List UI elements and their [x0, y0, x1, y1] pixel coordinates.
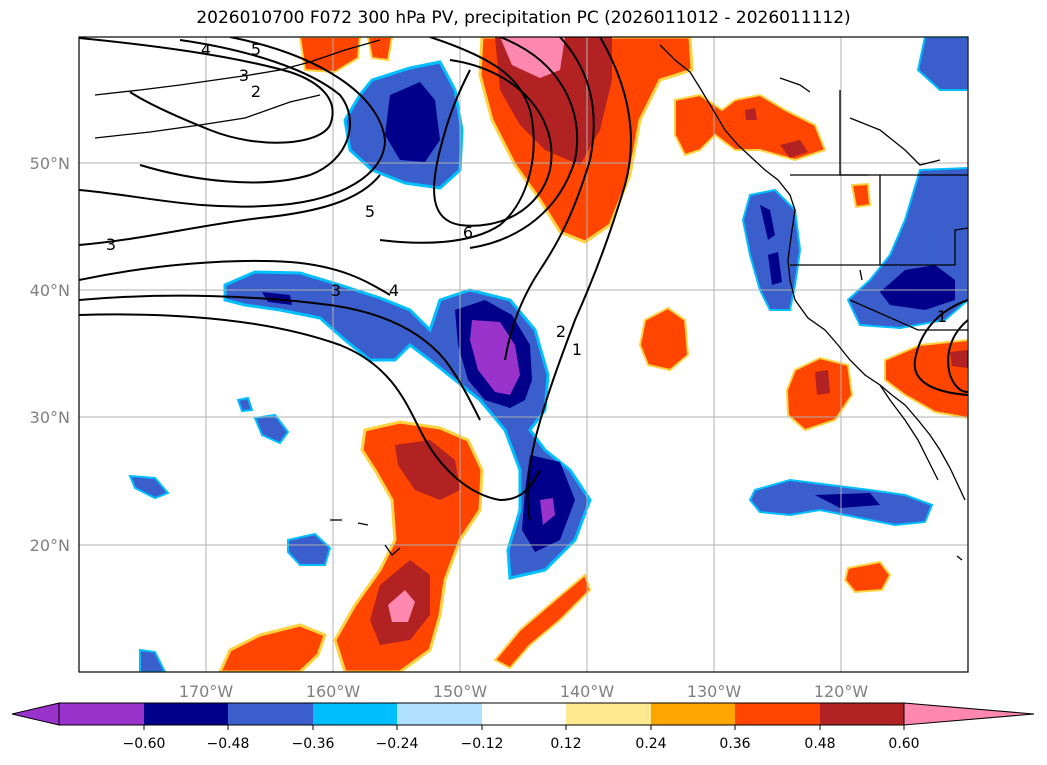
colorbar-tick-label: 0.24: [635, 736, 666, 752]
colorbar-segment: [651, 703, 735, 725]
map-frame: [78, 36, 969, 673]
colorbar-tick-label: 0.60: [888, 736, 919, 752]
map-title: 2026010700 F072 300 hPa PV, precipitatio…: [196, 8, 851, 28]
gridlines: [79, 37, 968, 672]
colorbar-segment: [59, 703, 144, 725]
contour-label: 3: [239, 66, 249, 85]
colorbar-tick-label: −0.48: [207, 736, 250, 752]
colorbar-segment: [397, 703, 482, 725]
colorbar-tick-label: 0.36: [719, 736, 750, 752]
lon-label-160w: 160°W: [306, 682, 361, 701]
precip-shading: [128, 37, 968, 672]
colorbar-extend-left: [11, 702, 60, 726]
lat-label-50n: 50°N: [30, 154, 70, 173]
pv-contours: [79, 37, 968, 521]
colorbar-segment: [228, 703, 313, 725]
colorbar-segment: [482, 703, 566, 725]
lat-label-20n: 20°N: [30, 536, 70, 555]
contour-label: 1: [572, 340, 582, 359]
colorbar: −0.60 −0.48 −0.36 −0.24 −0.12 0.12 0.24 …: [11, 702, 1035, 752]
colorbar-segment: [735, 703, 820, 725]
lon-label-130w: 130°W: [687, 682, 742, 701]
colorbar-tick-label: −0.60: [123, 736, 166, 752]
lat-label-30n: 30°N: [30, 408, 70, 427]
colorbar-segment: [566, 703, 651, 725]
contour-label: 3: [106, 235, 116, 254]
lon-label-150w: 150°W: [433, 682, 488, 701]
colorbar-tick-label: 0.12: [550, 736, 581, 752]
contour-labels: 4 5 3 2 5 6 3 3 4 2 1 1: [106, 40, 947, 359]
contour-label: 5: [251, 40, 261, 59]
contour-label: 3: [331, 281, 341, 300]
lat-labels: 50°N 40°N 30°N 20°N: [30, 154, 70, 555]
colorbar-tick-label: −0.24: [376, 736, 419, 752]
colorbar-tick-label: 0.48: [804, 736, 835, 752]
contour-label: 2: [251, 82, 261, 101]
coastlines: [94, 39, 968, 561]
colorbar-tick-label: −0.12: [461, 736, 504, 752]
contour-label: 4: [389, 281, 399, 300]
colorbar-segment: [820, 703, 904, 725]
lon-label-170w: 170°W: [179, 682, 234, 701]
lon-label-140w: 140°W: [560, 682, 615, 701]
colorbar-tick-label: −0.36: [292, 736, 335, 752]
lon-labels: 170°W 160°W 150°W 140°W 130°W 120°W: [179, 682, 869, 701]
contour-label: 4: [201, 40, 211, 59]
colorbar-extend-right: [903, 702, 1035, 726]
contour-label: 5: [365, 202, 375, 221]
colorbar-ticks: [143, 725, 905, 730]
colorbar-segment: [313, 703, 397, 725]
map-area: 4 5 3 2 5 6 3 3 4 2 1 1: [79, 37, 968, 672]
contour-label: 2: [556, 322, 566, 341]
colorbar-tick-labels: −0.60 −0.48 −0.36 −0.24 −0.12 0.12 0.24 …: [123, 736, 920, 752]
colorbar-segment: [144, 703, 228, 725]
lat-label-40n: 40°N: [30, 281, 70, 300]
contour-label: 1: [937, 307, 947, 326]
contour-label: 6: [463, 223, 473, 242]
lon-label-120w: 120°W: [814, 682, 869, 701]
